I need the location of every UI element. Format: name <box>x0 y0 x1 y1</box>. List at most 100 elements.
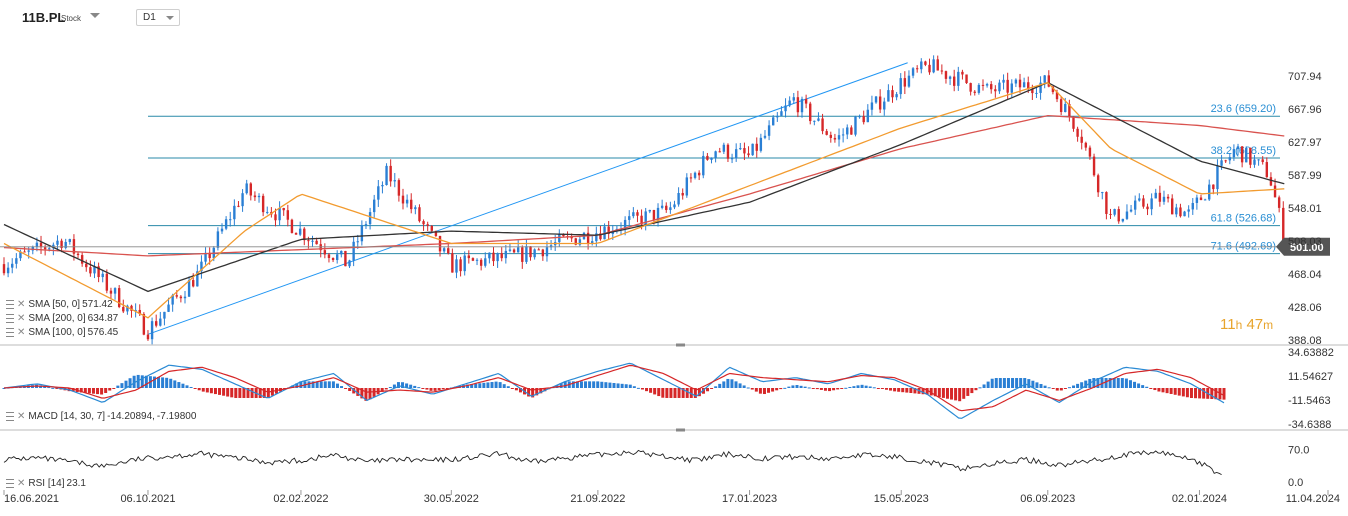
candle-body <box>640 215 643 225</box>
price-tick-label: 388.08 <box>1288 335 1322 347</box>
rsi-tick-label: 0.0 <box>1288 477 1303 489</box>
close-icon[interactable]: ✕ <box>17 327 26 338</box>
candle-body <box>632 212 635 217</box>
macd-histogram-bar <box>474 383 478 388</box>
candle-body <box>410 199 413 210</box>
candle-body <box>862 116 865 123</box>
macd-histogram-bar <box>1043 385 1047 388</box>
candle-body <box>1035 92 1038 94</box>
macd-histogram-bar <box>388 387 392 389</box>
timeframe-select[interactable]: D1 <box>136 9 180 26</box>
candle-body <box>981 84 985 86</box>
candle-body <box>813 120 816 122</box>
candle-body <box>216 231 220 248</box>
axes: 707.94 667.96 627.97 587.99 548.01 508.03 468.… <box>0 71 1348 505</box>
macd-histogram-bar <box>649 388 653 393</box>
macd-histogram-bar <box>563 381 567 388</box>
macd-histogram-bar <box>79 388 83 393</box>
macd-histogram-bar <box>1214 388 1218 400</box>
candle-body <box>43 247 47 250</box>
candle-body <box>1138 198 1141 201</box>
candle-body <box>558 234 561 243</box>
macd-histogram-bar <box>913 388 917 394</box>
macd-histogram-bar <box>1137 383 1141 388</box>
candle-body <box>1076 128 1079 137</box>
indicator-sma50[interactable]: ✕ SMA [50, 0] 571.42 <box>6 299 113 310</box>
candle-body <box>878 96 882 110</box>
macd-histogram-bar <box>994 378 998 388</box>
indicator-macd[interactable]: ✕ MACD [14, 30, 7] -14.20894, -7.19800 <box>6 411 196 422</box>
candle-body <box>1096 175 1100 193</box>
symbol-dropdown-icon[interactable] <box>90 13 100 18</box>
close-icon[interactable]: ✕ <box>17 478 26 489</box>
rsi-label: RSI [14] <box>28 478 65 489</box>
candle-body <box>340 250 343 255</box>
macd-histogram-bar <box>327 381 331 388</box>
candle-body <box>833 137 837 140</box>
candle-body <box>451 253 454 273</box>
macd-value-2: -7.19800 <box>156 411 197 422</box>
sma100-value: 576.45 <box>87 327 119 338</box>
candle-body <box>685 177 689 196</box>
macd-histogram-bar <box>372 388 376 397</box>
macd-histogram-bar <box>1104 378 1108 388</box>
macd-histogram-bar <box>1120 378 1124 388</box>
macd-histogram-bar <box>1157 388 1161 392</box>
macd-histogram-bar <box>1128 380 1132 388</box>
menu-icon[interactable] <box>6 327 14 337</box>
candle-body <box>192 280 195 287</box>
close-icon[interactable]: ✕ <box>17 411 26 422</box>
macd-histogram-bar <box>486 382 490 388</box>
macd-histogram-bar <box>608 382 612 388</box>
candle-body <box>163 311 166 319</box>
macd-histogram-bar <box>124 380 128 388</box>
time-tick-label: 16.06.2021 <box>4 493 59 505</box>
macd-histogram-bar <box>795 385 799 388</box>
candle-body <box>718 151 721 153</box>
candle-body <box>689 177 693 179</box>
macd-histogram-bar <box>506 386 510 389</box>
candle-body <box>792 97 795 101</box>
time-tick-label: 11.04.2024 <box>1286 493 1340 505</box>
time-tick-label: 15.05.2023 <box>874 493 929 505</box>
candle-body <box>101 273 104 278</box>
candle-body <box>1039 82 1042 93</box>
indicator-sma100[interactable]: ✕ SMA [100, 0] 576.45 <box>6 327 118 338</box>
candle-body <box>278 208 281 221</box>
timeframe-value: D1 <box>143 12 156 23</box>
candle-body <box>549 245 553 248</box>
close-icon[interactable]: ✕ <box>17 313 26 324</box>
menu-icon[interactable] <box>6 299 14 309</box>
candle-body <box>1158 192 1162 202</box>
macd-histogram-bar <box>1210 388 1214 400</box>
macd-histogram-bar <box>730 379 734 388</box>
macd-histogram-bar <box>299 381 303 388</box>
macd-histogram-bar <box>941 388 945 398</box>
indicator-sma200[interactable]: ✕ SMA [200, 0] 634.87 <box>6 313 118 324</box>
candle-body <box>249 183 253 196</box>
macd-histogram-bar <box>665 388 669 398</box>
candle-body <box>706 155 709 160</box>
menu-icon[interactable] <box>6 478 14 488</box>
fibonacci-levels[interactable]: 23.6 (659.20)38.2 (608.55)61.8 (526.68)7… <box>148 103 1280 255</box>
macd-histogram-bar <box>897 388 901 392</box>
candle-body <box>776 115 779 118</box>
close-icon[interactable]: ✕ <box>17 299 26 310</box>
macd-histogram-bar <box>258 388 262 398</box>
candle-body <box>85 263 88 268</box>
macd-histogram-bar <box>738 383 742 388</box>
macd-histogram-bar <box>689 388 693 398</box>
candle-body <box>467 255 471 259</box>
menu-icon[interactable] <box>6 313 14 323</box>
sma100-label: SMA [100, 0] <box>28 327 86 338</box>
macd-histogram-bar <box>47 387 51 389</box>
indicator-rsi[interactable]: ✕ RSI [14] 23.1 <box>6 478 86 489</box>
menu-icon[interactable] <box>6 411 14 421</box>
candle-body <box>961 71 964 75</box>
macd-histogram-bar <box>514 388 518 391</box>
candle-body <box>237 205 240 207</box>
macd-histogram-bar <box>811 388 815 389</box>
candle-body <box>1084 142 1088 148</box>
macd-histogram-bar <box>165 377 169 389</box>
